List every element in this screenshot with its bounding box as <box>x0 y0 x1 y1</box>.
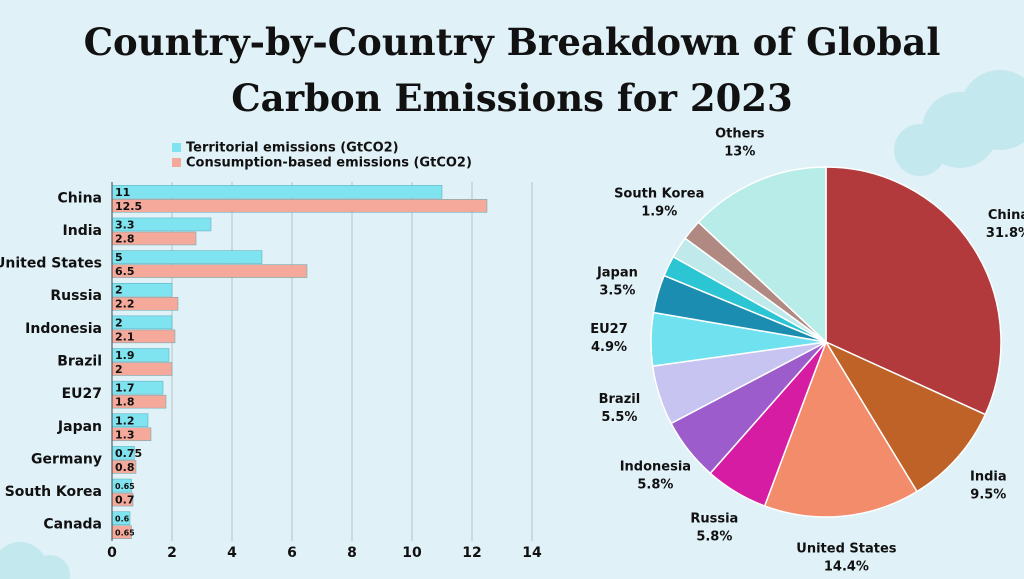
slice-label: Russia <box>690 512 738 527</box>
slice-label: South Korea <box>614 187 704 202</box>
x-tick-label: 14 <box>522 545 542 561</box>
y-tick-label: Brazil <box>57 354 102 370</box>
y-tick-label: Russia <box>50 288 102 304</box>
slice-label: United States <box>796 542 897 557</box>
legend-label: Consumption-based emissions (GtCO2) <box>186 156 472 171</box>
y-tick-label: China <box>58 190 102 206</box>
slice-value-label: 5.5% <box>601 410 637 425</box>
y-tick-label: Canada <box>43 517 102 533</box>
pie-slice <box>825 166 1002 416</box>
slice-value-label: 3.5% <box>599 284 635 299</box>
data-label: 2 <box>115 284 123 297</box>
slice-label: Indonesia <box>620 460 691 475</box>
bar <box>111 264 308 278</box>
slice-value-label: 13% <box>724 144 755 159</box>
slice-label: China <box>988 208 1024 223</box>
legend-label: Territorial emissions (GtCO2) <box>186 141 399 156</box>
slice-value-label: 9.5% <box>970 488 1006 503</box>
bar <box>111 250 263 264</box>
slice-label: Japan <box>596 266 638 281</box>
slice-label: Brazil <box>599 392 641 407</box>
legend-swatch <box>172 143 181 152</box>
data-label: 2 <box>115 316 123 329</box>
slice-value-label: 31.8% <box>986 226 1024 241</box>
slice-label: India <box>970 470 1007 485</box>
data-label: 2.8 <box>115 232 135 245</box>
data-label: 1.7 <box>115 382 135 395</box>
data-label: 12.5 <box>115 200 142 213</box>
chart-title: Country-by-Country Breakdown of Global C… <box>83 20 941 120</box>
slice-value-label: 5.8% <box>637 478 673 493</box>
data-label: 1.2 <box>115 414 135 427</box>
data-label: 0.65 <box>115 482 135 491</box>
slice-value-label: 4.9% <box>591 340 627 355</box>
pie-slice <box>763 340 918 518</box>
data-label: 11 <box>115 186 130 199</box>
data-label: 2.2 <box>115 298 135 311</box>
pie-slice <box>824 340 987 493</box>
y-tick-label: Indonesia <box>25 321 102 337</box>
data-label: 6.5 <box>115 265 135 278</box>
data-label: 0.7 <box>115 494 135 507</box>
data-label: 0.65 <box>115 529 135 538</box>
slice-label: Others <box>715 126 765 141</box>
data-label: 3.3 <box>115 218 135 231</box>
data-label: 2.1 <box>115 330 135 343</box>
x-tick-label: 4 <box>227 545 237 561</box>
slice-value-label: 5.8% <box>696 530 732 545</box>
bar <box>111 199 488 213</box>
x-tick-label: 6 <box>287 545 297 561</box>
legend-swatch <box>172 158 181 167</box>
data-label: 0.75 <box>115 447 142 460</box>
x-tick-label: 12 <box>462 545 481 561</box>
data-label: 1.3 <box>115 428 135 441</box>
bar <box>111 185 443 199</box>
x-tick-label: 0 <box>107 545 117 561</box>
y-tick-label: Japan <box>57 419 102 435</box>
data-label: 5 <box>115 251 123 264</box>
y-tick-label: United States <box>0 256 102 272</box>
data-label: 1.8 <box>115 396 135 409</box>
slice-value-label: 14.4% <box>824 560 869 575</box>
pie-slice <box>697 166 827 344</box>
y-tick-label: EU27 <box>62 386 102 402</box>
data-label: 2 <box>115 363 123 376</box>
data-label: 0.8 <box>115 461 135 474</box>
slice-label: EU27 <box>590 322 628 337</box>
cloud <box>0 70 1024 579</box>
slice-value-label: 1.9% <box>641 205 677 220</box>
x-tick-label: 8 <box>347 545 357 561</box>
y-tick-label: Germany <box>31 451 102 467</box>
x-tick-label: 10 <box>402 545 422 561</box>
data-label: 1.9 <box>115 349 135 362</box>
x-tick-label: 2 <box>167 545 177 561</box>
y-tick-label: South Korea <box>5 484 102 500</box>
data-label: 0.6 <box>115 515 130 524</box>
y-tick-label: India <box>63 223 102 239</box>
